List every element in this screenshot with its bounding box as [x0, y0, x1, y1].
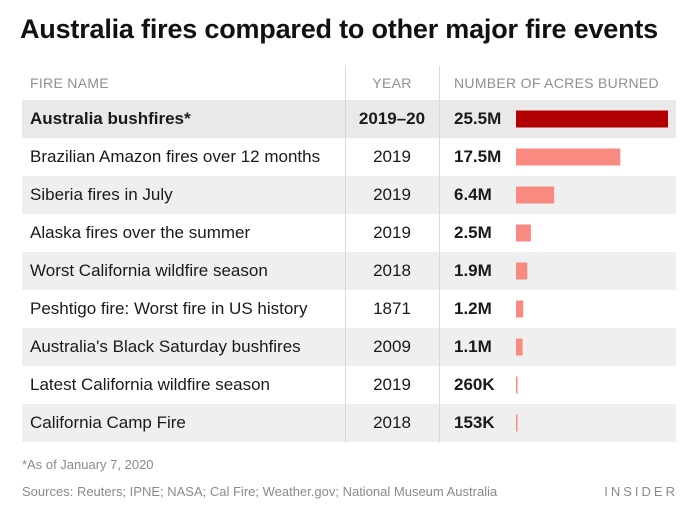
chart-title: Australia fires compared to other major …: [20, 14, 658, 44]
insider-logo: INSIDER: [604, 484, 678, 499]
bar-track: [516, 262, 528, 280]
bar-track: [516, 110, 668, 128]
fire-name: Brazilian Amazon fires over 12 months: [30, 147, 321, 166]
fire-year: 2018: [373, 413, 411, 432]
fire-year: 2019: [373, 185, 411, 204]
fire-name: Worst California wildfire season: [30, 261, 268, 280]
acres-value-label: 260K: [454, 375, 495, 394]
acres-bar: [516, 224, 531, 242]
acres-value-label: 6.4M: [454, 185, 492, 204]
table-row: California Camp Fire 2018 153K: [22, 404, 676, 442]
acres-bar: [516, 148, 621, 166]
acres-bar: [516, 110, 668, 128]
table-row: Siberia fires in July 2019 6.4M: [22, 176, 676, 214]
fire-year: 2009: [373, 337, 411, 356]
fire-year: 2019: [373, 375, 411, 394]
fire-year: 2019–20: [358, 109, 426, 128]
fire-name: California Camp Fire: [30, 413, 186, 432]
table-row: Brazilian Amazon fires over 12 months 201…: [22, 138, 676, 176]
table-row: Peshtigo fire: Worst fire in US history 1…: [22, 290, 676, 328]
header-year: YEAR: [372, 75, 412, 91]
bar-track: [516, 148, 621, 166]
acres-value-label: 25.5M: [454, 109, 502, 128]
acres-value-label: 1.2M: [454, 299, 492, 318]
table-body: Australia bushfires* 2019–20 25.5M Brazilia…: [22, 100, 676, 442]
fire-year: 2019: [373, 223, 411, 242]
header-fire-name: FIRE NAME: [30, 75, 109, 91]
fire-table: FIRE NAME YEAR NUMBER OF ACRES BURNED Au…: [22, 66, 676, 442]
acres-bar: [516, 262, 528, 280]
column-divider-acres: [439, 66, 440, 442]
fire-year: 1871: [373, 299, 411, 318]
column-divider-year: [345, 66, 346, 442]
bar-track: [516, 224, 531, 242]
table-header: FIRE NAME YEAR NUMBER OF ACRES BURNED: [22, 66, 676, 100]
footnote: *As of January 7, 2020: [22, 457, 154, 472]
acres-value-label: 153K: [454, 413, 495, 432]
acres-bar: [516, 414, 518, 432]
fire-name: Latest California wildfire season: [30, 375, 271, 394]
acres-bar: [516, 186, 555, 204]
bar-track: [516, 186, 555, 204]
acres-value-label: 1.1M: [454, 337, 492, 356]
fire-year: 2018: [373, 261, 411, 280]
bar-track: [516, 300, 524, 318]
sources-text: Reuters; IPNE; NASA; Cal Fire; Weather.g…: [76, 484, 498, 499]
acres-bar: [516, 300, 524, 318]
bar-track: [516, 414, 518, 432]
bar-track: [516, 376, 518, 394]
acres-value-label: 17.5M: [454, 147, 502, 166]
bar-track: [516, 338, 523, 356]
fire-name: Alaska fires over the summer: [30, 223, 251, 242]
sources-label: Sources:: [22, 484, 74, 499]
fire-name: Australia's Black Saturday bushfires: [30, 337, 301, 356]
acres-bar: [516, 338, 523, 356]
acres-value-label: 1.9M: [454, 261, 492, 280]
table-row: Australia's Black Saturday bushfires 2009…: [22, 328, 676, 366]
fire-name: Siberia fires in July: [30, 185, 173, 204]
fire-name: Australia bushfires*: [30, 109, 191, 128]
table-row: Latest California wildfire season 2019 260…: [22, 366, 676, 404]
fire-name: Peshtigo fire: Worst fire in US history: [30, 299, 308, 318]
table-row: Alaska fires over the summer 2019 2.5M: [22, 214, 676, 252]
header-acres-burned: NUMBER OF ACRES BURNED: [454, 75, 659, 91]
acres-value-label: 2.5M: [454, 223, 492, 242]
table-row: Australia bushfires* 2019–20 25.5M: [22, 100, 676, 138]
table-row: Worst California wildfire season 2018 1.9M: [22, 252, 676, 290]
fire-year: 2019: [373, 147, 411, 166]
acres-bar: [516, 376, 518, 394]
sources-line: Sources: Reuters; IPNE; NASA; Cal Fire; …: [22, 484, 497, 499]
